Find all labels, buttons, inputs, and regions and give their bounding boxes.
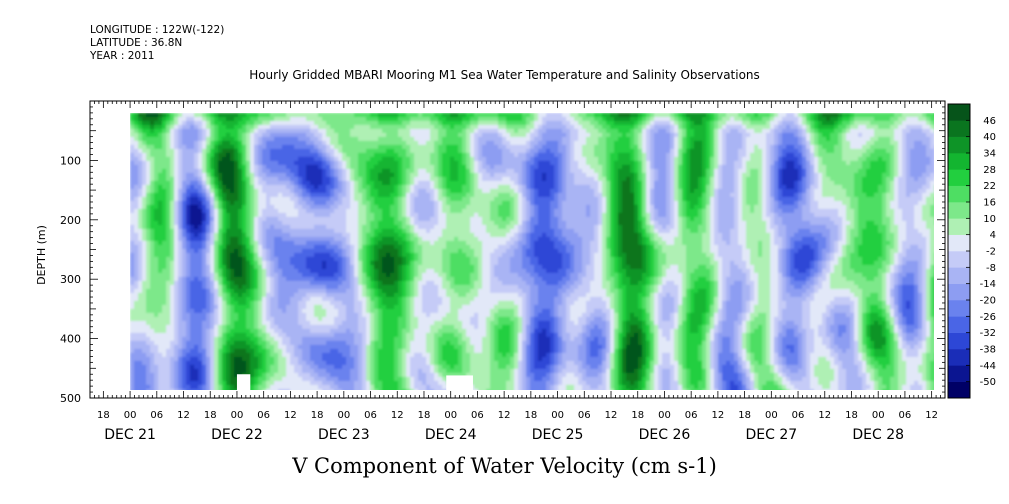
colorbar-tick-label: -32: [980, 328, 996, 339]
colorbar: 46 40 34 28 22 16 10 4 -2 -8 -14 -20 -26 -32 -38 -44 -50: [947, 103, 996, 399]
x-day-label: DEC 23: [318, 427, 370, 443]
x-hour-tick-label: 12: [818, 410, 831, 421]
x-day-label: DEC 24: [425, 427, 477, 443]
colorbar-tick-label: -2: [986, 247, 996, 258]
x-hour-tick-label: 18: [631, 410, 644, 421]
colorbar-swatch: [948, 169, 970, 186]
colorbar-tick-label: 40: [983, 132, 996, 143]
plot-area: [130, 113, 934, 395]
x-hour-tick-label: 06: [685, 410, 698, 421]
colorbar-swatch: [948, 365, 970, 382]
metadata-block: LONGITUDE : 122W(-122) LATITUDE : 36.8N …: [90, 24, 224, 63]
year-label: YEAR : 2011: [90, 50, 155, 62]
colorbar-swatch: [948, 202, 970, 219]
colorbar-swatch: [948, 104, 970, 121]
colorbar-swatch: [948, 251, 970, 268]
x-hour-tick-label: 00: [337, 410, 350, 421]
x-day-label: DEC 26: [639, 427, 691, 443]
x-hour-tick-label: 00: [872, 410, 885, 421]
x-hour-tick-label: 06: [899, 410, 912, 421]
colorbar-swatch: [948, 234, 970, 252]
colorbar-tick-label: -44: [980, 361, 996, 372]
x-hour-tick-label: 18: [97, 410, 110, 421]
y-tick-label: 500: [60, 392, 81, 405]
colorbar-swatch: [948, 381, 970, 399]
x-hour-tick-label: 06: [578, 410, 591, 421]
colorbar-tick-label: 28: [983, 165, 996, 176]
colorbar-swatch: [948, 267, 970, 284]
x-hour-tick-label: 12: [284, 410, 297, 421]
colorbar-tick-label: -14: [980, 279, 996, 290]
x-hour-tick-label: 12: [605, 410, 618, 421]
x-day-label: DEC 28: [852, 427, 904, 443]
colorbar-tick-label: -38: [980, 345, 996, 356]
colorbar-swatch: [948, 349, 970, 366]
x-hour-tick-label: 18: [845, 410, 858, 421]
y-tick-label: 300: [60, 273, 81, 286]
longitude-label: LONGITUDE : 122W(-122): [90, 24, 225, 36]
colorbar-swatch: [948, 120, 970, 137]
x-hour-tick-label: 06: [364, 410, 377, 421]
latitude-label: LATITUDE : 36.8N: [90, 37, 183, 49]
colorbar-swatch: [948, 218, 970, 235]
y-tick-label: 200: [60, 214, 81, 227]
x-hour-tick-label: 18: [418, 410, 431, 421]
x-hour-tick-label: 00: [551, 410, 564, 421]
colorbar-tick-label: -8: [986, 263, 996, 274]
y-tick-label: 100: [60, 154, 81, 167]
colorbar-tick-label: 34: [983, 149, 996, 160]
colorbar-swatch: [948, 300, 970, 317]
x-hour-tick-label: 06: [792, 410, 805, 421]
x-axis-label: V Component of Water Velocity (cm s-1): [292, 454, 717, 478]
velocity-field: [130, 113, 934, 390]
y-tick-label: 400: [60, 333, 81, 346]
x-hour-tick-label: 06: [150, 410, 163, 421]
colorbar-swatch: [948, 136, 970, 154]
missing-data-block: [236, 374, 251, 395]
x-hour-tick-label: 18: [738, 410, 751, 421]
x-hour-tick-label: 00: [231, 410, 244, 421]
x-hour-tick-label: 18: [524, 410, 537, 421]
colorbar-tick-label: 46: [983, 116, 996, 127]
x-hour-tick-label: 12: [177, 410, 190, 421]
colorbar-tick-label: -50: [980, 377, 996, 388]
x-day-label: DEC 22: [211, 427, 263, 443]
colorbar-tick-label: 16: [983, 198, 996, 209]
chart-title: Hourly Gridded MBARI Mooring M1 Sea Wate…: [249, 68, 760, 82]
x-hour-tick-label: 12: [925, 410, 938, 421]
x-hour-tick-label: 06: [257, 410, 270, 421]
x-hour-tick-label: 06: [471, 410, 484, 421]
x-hour-tick-label: 12: [391, 410, 404, 421]
x-day-label: DEC 25: [532, 427, 584, 443]
x-hour-tick-label: 00: [124, 410, 137, 421]
x-day-label: DEC 27: [745, 427, 797, 443]
x-day-label: DEC 21: [104, 427, 156, 443]
missing-data-block: [446, 375, 473, 395]
colorbar-swatch: [948, 316, 970, 333]
colorbar-swatch: [948, 332, 970, 350]
colorbar-swatch: [948, 283, 970, 301]
x-hour-tick-label: 12: [498, 410, 511, 421]
colorbar-tick-label: 22: [983, 181, 996, 192]
x-hour-tick-label: 00: [658, 410, 671, 421]
colorbar-tick-label: 10: [983, 214, 996, 225]
x-hour-tick-label: 18: [204, 410, 217, 421]
y-axis-label: DEPTH (m): [35, 225, 48, 285]
axes: 18 00 DEC 21 06 12 18 00 DEC 22 06 12 18 00 DEC 23 06…: [60, 100, 946, 443]
colorbar-tick-label: -26: [980, 312, 996, 323]
colorbar-swatch: [948, 153, 970, 170]
x-hour-tick-label: 00: [765, 410, 778, 421]
colorbar-tick-label: 4: [990, 230, 996, 241]
x-hour-tick-label: 18: [311, 410, 324, 421]
colorbar-tick-label: -20: [980, 296, 996, 307]
x-hour-tick-label: 00: [444, 410, 457, 421]
x-hour-tick-label: 12: [712, 410, 725, 421]
colorbar-swatch: [948, 185, 970, 203]
